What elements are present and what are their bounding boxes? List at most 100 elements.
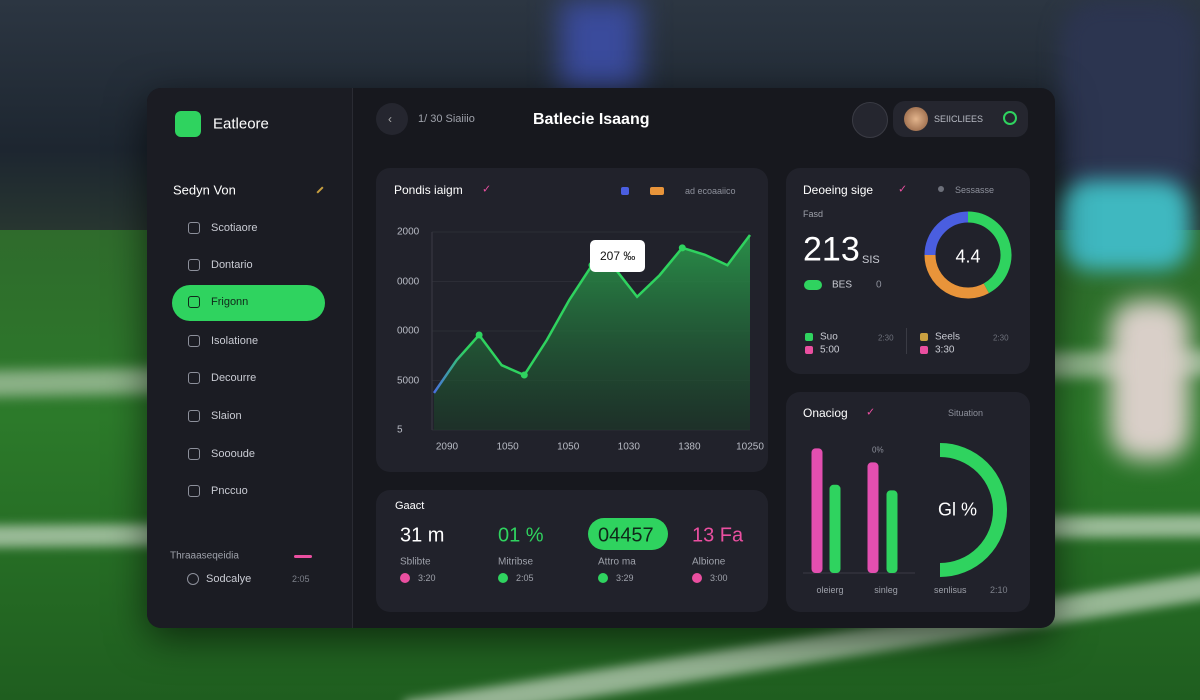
nav-icon xyxy=(188,222,200,234)
stat-time: 3:29 xyxy=(616,573,634,583)
footer-mark xyxy=(294,555,312,558)
x-tick-label: 1050 xyxy=(557,441,580,453)
stat-dot xyxy=(498,573,508,583)
bar xyxy=(867,462,879,573)
x-tick-label: 10250 xyxy=(736,441,764,453)
big-value: 213 xyxy=(803,230,860,269)
stat-pill xyxy=(588,518,668,550)
stat-label: Albione xyxy=(692,556,726,568)
pill-note: 0 xyxy=(876,279,882,291)
group-label: oleierg xyxy=(816,585,844,595)
nav-item[interactable]: Slaion xyxy=(211,410,242,422)
stat-time: 3:20 xyxy=(418,573,436,583)
legend-text: ad ecoaaiico xyxy=(685,186,736,196)
gauge-arc xyxy=(939,443,1007,577)
card-title: Pondis iaigm xyxy=(394,183,463,197)
bars-card xyxy=(786,392,1030,612)
legend-note: 2:30 xyxy=(878,333,894,343)
pill-text: BES xyxy=(832,279,853,291)
y-tick-label: 0000 xyxy=(397,276,420,287)
bar xyxy=(886,490,898,573)
nav-icon xyxy=(188,296,200,308)
y-tick-label: 0000 xyxy=(397,325,420,337)
peak-label: 0% xyxy=(872,445,884,455)
stat-value: 04457 xyxy=(598,524,654,547)
nav-item[interactable]: Decourre xyxy=(211,372,257,384)
footer-title: Thraaaseqeidia xyxy=(170,550,239,562)
nav-item[interactable]: Dontario xyxy=(211,259,253,271)
bar xyxy=(811,448,823,573)
legend-label: Seels xyxy=(935,331,961,343)
y-tick-label: 5 xyxy=(397,424,403,436)
brand: Eatleore xyxy=(213,115,269,133)
caption: Fasd xyxy=(803,209,824,219)
x-tick-label: 2090 xyxy=(435,441,459,453)
stat-label: Mitribse xyxy=(498,556,534,568)
donut-card xyxy=(786,168,1030,374)
footer-item[interactable]: Sodcalye xyxy=(206,573,252,585)
x-tick-label: 1380 xyxy=(678,441,701,453)
area xyxy=(434,235,750,430)
stat-label: Sblibte xyxy=(400,556,431,568)
nav-active-pill[interactable] xyxy=(172,285,325,321)
stat-value: 13 Fa xyxy=(692,524,744,547)
nav-icon xyxy=(188,448,200,460)
footer-time: 2:05 xyxy=(292,574,310,584)
card-title: Onaciog xyxy=(803,406,848,420)
legend-swatch xyxy=(920,333,928,341)
group-label: sinleg xyxy=(874,585,898,595)
divider xyxy=(906,328,907,354)
sidebar xyxy=(147,88,353,628)
nav-item[interactable]: Soooude xyxy=(211,448,256,460)
nav-item[interactable]: Isolatione xyxy=(211,335,259,347)
y-tick-label: 2000 xyxy=(397,226,420,238)
card-title: Gaact xyxy=(395,500,425,512)
legend-label: Suo xyxy=(820,331,838,343)
nav-icon xyxy=(188,485,200,497)
tooltip xyxy=(590,240,645,272)
settings-button[interactable] xyxy=(852,102,888,138)
player xyxy=(1060,0,1200,200)
y-tick-label: 5000 xyxy=(397,375,420,386)
nav-icon xyxy=(188,410,200,422)
status-icon xyxy=(1003,111,1017,125)
card-title: Deoeing sige xyxy=(803,183,874,197)
back-button[interactable] xyxy=(376,103,408,135)
x-tick-label: 1030 xyxy=(617,441,640,453)
player-legs xyxy=(1110,300,1190,460)
donut-center: 4.4 xyxy=(955,246,981,267)
donut-segment xyxy=(967,211,1012,294)
stat-dot xyxy=(692,573,702,583)
stand-spot xyxy=(560,0,640,90)
nav-item[interactable]: Pnccuo xyxy=(211,485,248,497)
page-title: Batlecie Isaang xyxy=(533,111,650,128)
legend-dot xyxy=(938,186,944,192)
pill xyxy=(804,280,822,290)
nav-icon xyxy=(188,372,200,384)
bar xyxy=(829,484,841,573)
footer-icon xyxy=(187,573,199,585)
legend-note: 2:30 xyxy=(993,333,1009,343)
nav-item[interactable]: Frigonn xyxy=(211,296,249,308)
nav-icon xyxy=(188,259,200,271)
legend-swatch xyxy=(805,333,813,341)
legend-swatch xyxy=(650,187,664,195)
legend-swatch xyxy=(621,187,629,195)
user-name: SEIICLIEES xyxy=(934,114,984,124)
nav-item[interactable]: Scotiaore xyxy=(211,222,258,234)
tooltip-text: 207 ‰ xyxy=(600,249,636,263)
stat-time: 2:05 xyxy=(516,573,534,583)
point xyxy=(678,244,686,252)
gauge-time: 2:10 xyxy=(990,585,1008,595)
player-shorts xyxy=(1060,180,1190,270)
stat-label: Attro ma xyxy=(598,556,636,568)
legend-text: Situation xyxy=(948,408,984,418)
stat-dot xyxy=(400,573,410,583)
unit: SIS xyxy=(862,254,880,266)
breadcrumb: 1/ 30 Siaiiio xyxy=(418,113,475,125)
stat-dot xyxy=(598,573,608,583)
logo xyxy=(175,111,201,137)
stat-time: 3:00 xyxy=(710,573,728,583)
x-tick-label: 1050 xyxy=(496,441,519,453)
